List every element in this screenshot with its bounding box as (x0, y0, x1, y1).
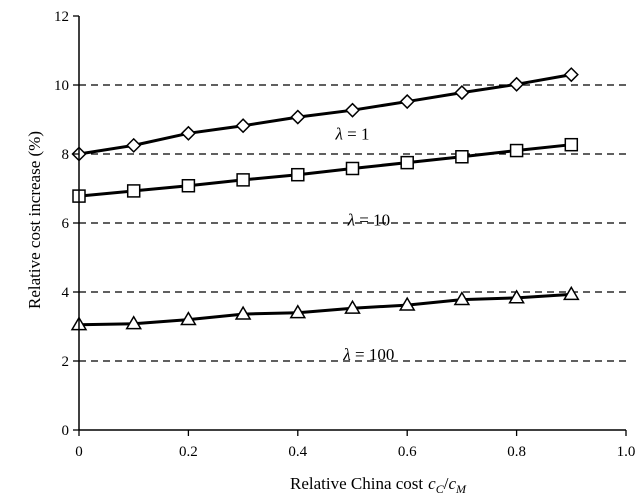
data-point-diamond (344, 102, 361, 118)
data-point-diamond (290, 109, 306, 125)
y-tick-label: 0 (62, 423, 70, 439)
series-group: λ = 1λ = 10λ = 100 (70, 67, 580, 364)
series-label-value: = 1 (343, 124, 370, 143)
x-tick-label: 0.8 (507, 444, 526, 460)
series-label-symbol: λ (335, 124, 343, 143)
data-point-triangle (398, 296, 416, 311)
data-point-diamond (235, 118, 251, 134)
y-axis-title: Relative cost increase (%) (25, 131, 44, 309)
data-point-diamond (399, 93, 415, 110)
data-point-square (455, 150, 469, 164)
data-point-triangle (453, 291, 471, 306)
x-axis-var-2: c (448, 474, 456, 493)
x-tick-label: 0 (75, 444, 83, 460)
data-point-diamond (563, 67, 579, 83)
data-point-diamond (454, 85, 470, 101)
x-axis-title-text: Relative China cost (290, 474, 423, 493)
series-label-value: = 10 (355, 211, 390, 230)
data-point-square (291, 167, 305, 182)
y-tick-label: 6 (62, 216, 70, 232)
series-label: λ = 100 (342, 345, 394, 364)
data-point-diamond (509, 76, 525, 92)
series-label-symbol: λ (347, 211, 355, 230)
series-label: λ = 1 (335, 124, 370, 143)
tick-labels: 0 2 4 6 8 10 12 0 0.2 0.4 0.6 0.8 1.0 (54, 9, 635, 460)
data-point-triangle (125, 315, 143, 330)
x-tick-label: 0.2 (179, 444, 198, 460)
y-tick-label: 8 (62, 147, 70, 163)
series-triangle: λ = 100 (70, 285, 580, 364)
y-tick-label: 10 (54, 78, 69, 94)
x-axis-sub-1: C (436, 482, 445, 496)
series-line (78, 143, 572, 198)
data-point-square (400, 155, 414, 170)
data-point-diamond (126, 137, 142, 153)
y-tick-label: 2 (62, 354, 70, 370)
y-tick-label: 4 (62, 285, 70, 301)
data-point-triangle (508, 289, 525, 304)
data-point-triangle (234, 305, 252, 320)
data-point-square (236, 173, 250, 187)
series-square: λ = 10 (72, 137, 579, 230)
data-point-diamond (180, 125, 196, 141)
data-point-triangle (562, 285, 580, 301)
data-point-triangle (289, 304, 307, 319)
series-diamond: λ = 1 (71, 67, 579, 162)
series-label-value: = 100 (351, 345, 395, 364)
data-point-square (126, 184, 141, 198)
series-line (78, 292, 572, 327)
series-line (78, 73, 572, 156)
x-axis-sub-2: M (455, 482, 467, 496)
series-label: λ = 10 (347, 211, 390, 230)
x-tick-label: 0.6 (398, 444, 417, 460)
data-point-triangle (344, 299, 361, 314)
x-axis-slash: / (444, 474, 449, 493)
series-label-symbol: λ (342, 345, 350, 364)
x-tick-label: 0.4 (288, 444, 307, 460)
data-point-square (345, 161, 360, 176)
y-tick-label: 12 (54, 9, 69, 25)
x-tick-label: 1.0 (617, 444, 636, 460)
data-point-triangle (180, 311, 197, 326)
data-point-square (564, 137, 579, 152)
x-axis-var-1: c (428, 474, 436, 493)
data-point-square (509, 143, 524, 158)
axes (73, 15, 627, 436)
data-point-square (181, 178, 196, 193)
x-axis-title: Relative China cost cC/cM (290, 474, 467, 496)
